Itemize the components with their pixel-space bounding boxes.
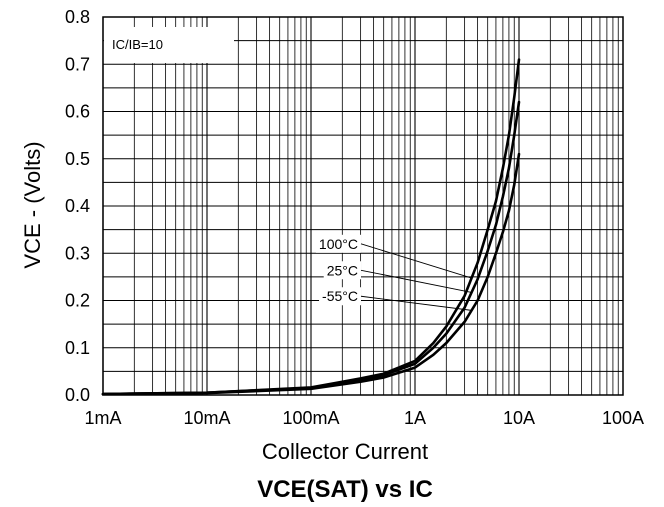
series-line — [101, 152, 521, 396]
series-label-bg — [315, 234, 361, 253]
chart-title: VCE(SAT) vs IC — [257, 476, 433, 503]
series-group — [101, 58, 521, 396]
x-axis-title: Collector Current — [262, 439, 428, 464]
y-tick-label: 0.5 — [65, 149, 90, 169]
y-tick-label: 0.0 — [65, 385, 90, 405]
series-label: 25°C — [327, 262, 358, 278]
plot-frame — [102, 16, 624, 396]
plot-grid — [102, 16, 624, 396]
y-tick-label: 0.3 — [65, 243, 90, 263]
annotation-box — [104, 27, 234, 63]
series-leader-line — [360, 243, 472, 279]
y-axis-title: VCE - (Volts) — [20, 141, 45, 268]
y-tick-label: 0.4 — [65, 196, 90, 216]
series-labels: 100°C 25°C -55°C — [315, 234, 472, 311]
x-tick-label: 1mA — [84, 408, 121, 428]
y-tick-label: 0.8 — [65, 7, 90, 27]
series-leader-line — [360, 269, 472, 293]
x-tick-label: 10A — [503, 408, 535, 428]
x-tick-label: 100mA — [282, 408, 339, 428]
y-tick-label: 0.1 — [65, 338, 90, 358]
x-tick-label: 100A — [602, 408, 644, 428]
series-leader-line — [360, 295, 472, 311]
annotation-text: IC/IB=10 — [112, 37, 163, 52]
x-tick-label: 10mA — [183, 408, 230, 428]
tick-labels: 1mA 10mA 100mA 1A 10A 100A 0.0 0.1 0.2 0.3 0.4 0.5 0… — [65, 7, 644, 428]
y-tick-label: 0.6 — [65, 102, 90, 122]
series-label-bg — [323, 261, 361, 280]
series-label: 100°C — [319, 236, 358, 252]
y-tick-label: 0.2 — [65, 291, 90, 311]
y-tick-label: 0.7 — [65, 54, 90, 74]
series-label: -55°C — [322, 288, 358, 304]
series-line — [101, 100, 521, 396]
series-label-bg — [319, 287, 361, 306]
x-tick-label: 1A — [404, 408, 426, 428]
